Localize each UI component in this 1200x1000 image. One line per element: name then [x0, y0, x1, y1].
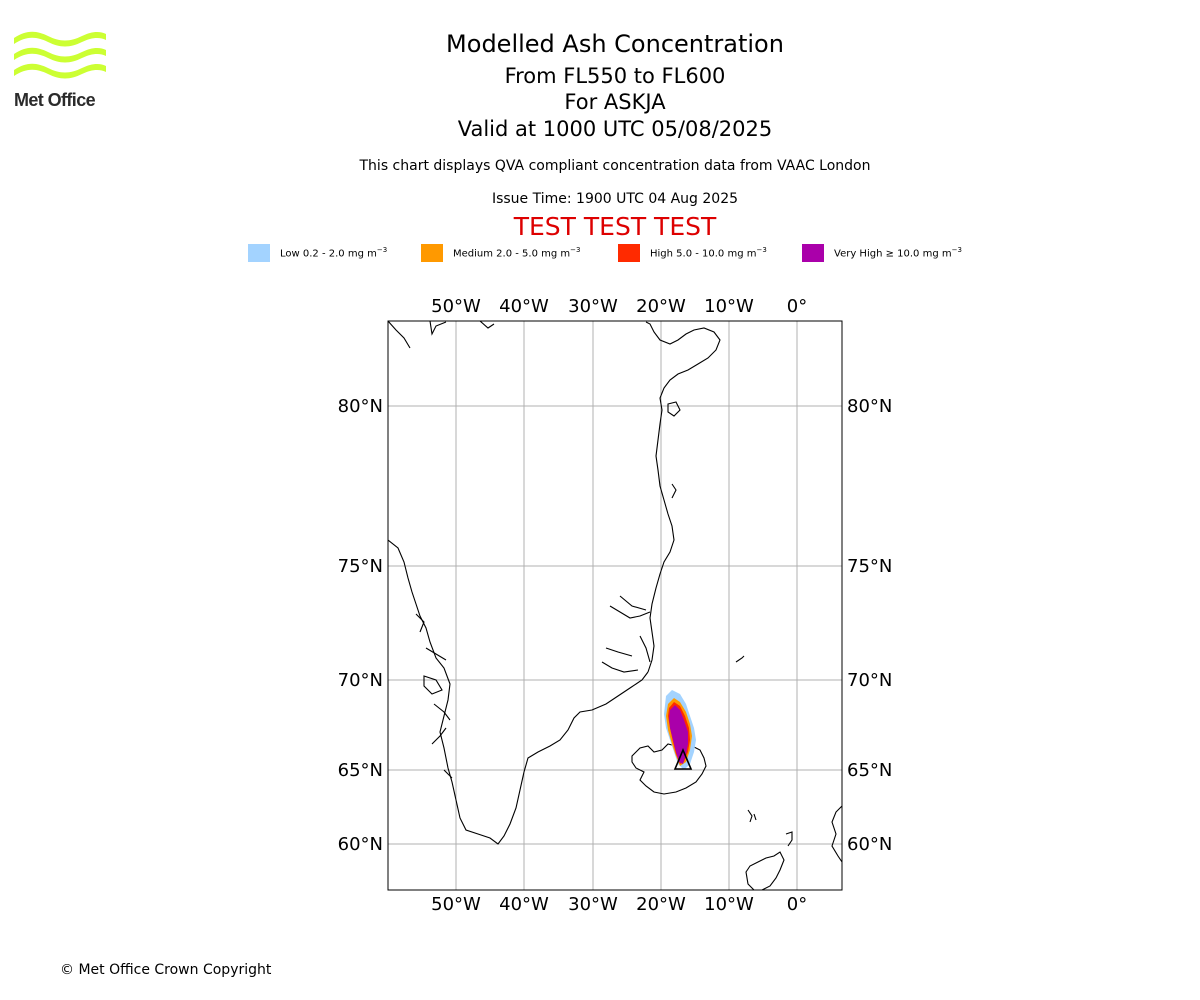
- lat-tick-label: 60°N: [847, 834, 892, 855]
- legend-swatch-low: [248, 244, 270, 262]
- lat-tick-label: 80°N: [847, 396, 892, 417]
- jan-mayen: [735, 655, 745, 663]
- legend-item-very-high: Very High ≥ 10.0 mg m−3: [802, 244, 962, 262]
- map-frame-background: [388, 321, 842, 890]
- legend-label-medium: Medium 2.0 - 5.0 mg m−3: [453, 246, 581, 260]
- met-office-logo: Met Office: [14, 30, 106, 112]
- legend-label-high: High 5.0 - 10.0 mg m−3: [650, 246, 767, 260]
- legend-item-high: High 5.0 - 10.0 mg m−3: [618, 244, 767, 262]
- met-office-wordmark: Met Office: [14, 90, 96, 110]
- valid-time: Valid at 1000 UTC 05/08/2025: [457, 117, 773, 141]
- iceland: [631, 743, 707, 795]
- east-greenland-fjords: [601, 401, 681, 673]
- ash-plume: [664, 690, 696, 770]
- chart-title: Modelled Ash Concentration: [446, 30, 784, 58]
- map-frame: [387, 320, 843, 891]
- scotland-coast: [745, 831, 793, 890]
- lat-tick-label: 75°N: [338, 556, 383, 577]
- greenland-west-coast: [388, 539, 649, 845]
- lat-tick-label: 60°N: [338, 834, 383, 855]
- faroe-islands: [747, 809, 757, 823]
- legend-label-low: Low 0.2 - 2.0 mg m−3: [280, 246, 388, 260]
- met-office-wave-icon: [14, 31, 106, 79]
- legend-swatch-high: [618, 244, 640, 262]
- chart-description: This chart displays QVA compliant concen…: [359, 158, 871, 174]
- lat-tick-label: 75°N: [847, 556, 892, 577]
- coastlines: [388, 321, 842, 890]
- copyright-notice: © Met Office Crown Copyright: [60, 962, 272, 978]
- lat-tick-labels-right: 80°N 75°N 70°N 65°N 60°N: [847, 396, 892, 855]
- issue-time: Issue Time: 1900 UTC 04 Aug 2025: [491, 191, 739, 207]
- lon-tick-label: 30°W: [568, 296, 618, 317]
- legend: Low 0.2 - 2.0 mg m−3 Medium 2.0 - 5.0 mg…: [0, 244, 1200, 266]
- norway-coast: [831, 805, 842, 863]
- legend-item-medium: Medium 2.0 - 5.0 mg m−3: [421, 244, 580, 262]
- lon-tick-label: 0°: [787, 894, 807, 915]
- lon-tick-label: 20°W: [636, 296, 686, 317]
- lat-tick-label: 70°N: [338, 670, 383, 691]
- greenland-east-coast: [645, 321, 721, 673]
- legend-label-very-high: Very High ≥ 10.0 mg m−3: [834, 246, 962, 260]
- volcano-name: For ASKJA: [564, 90, 666, 114]
- legend-item-low: Low 0.2 - 2.0 mg m−3: [248, 244, 387, 262]
- lon-tick-label: 30°W: [568, 894, 618, 915]
- lon-tick-label: 40°W: [499, 296, 549, 317]
- legend-swatch-very-high: [802, 244, 824, 262]
- test-banner: TEST TEST TEST: [513, 212, 717, 241]
- lon-tick-label: 50°W: [431, 296, 481, 317]
- greenland-north-coast: [388, 321, 495, 349]
- lon-tick-label: 40°W: [499, 894, 549, 915]
- flight-level-range: From FL550 to FL600: [504, 64, 726, 88]
- legend-swatch-medium: [421, 244, 443, 262]
- lon-tick-labels-top: 50°W 40°W 30°W 20°W 10°W 0°: [431, 296, 807, 317]
- lat-tick-label: 70°N: [847, 670, 892, 691]
- lon-tick-label: 50°W: [431, 894, 481, 915]
- lat-tick-label: 65°N: [338, 760, 383, 781]
- lat-tick-label: 65°N: [847, 760, 892, 781]
- lat-tick-label: 80°N: [338, 396, 383, 417]
- lon-tick-label: 0°: [787, 296, 807, 317]
- west-greenland-fjords: [415, 613, 453, 779]
- lon-tick-labels-bottom: 50°W 40°W 30°W 20°W 10°W 0°: [431, 894, 807, 915]
- lon-tick-label: 10°W: [704, 894, 754, 915]
- lat-tick-labels-left: 80°N 75°N 70°N 65°N 60°N: [338, 396, 383, 855]
- volcano-marker-icon: [673, 747, 693, 770]
- lon-tick-label: 10°W: [704, 296, 754, 317]
- lon-tick-label: 20°W: [636, 894, 686, 915]
